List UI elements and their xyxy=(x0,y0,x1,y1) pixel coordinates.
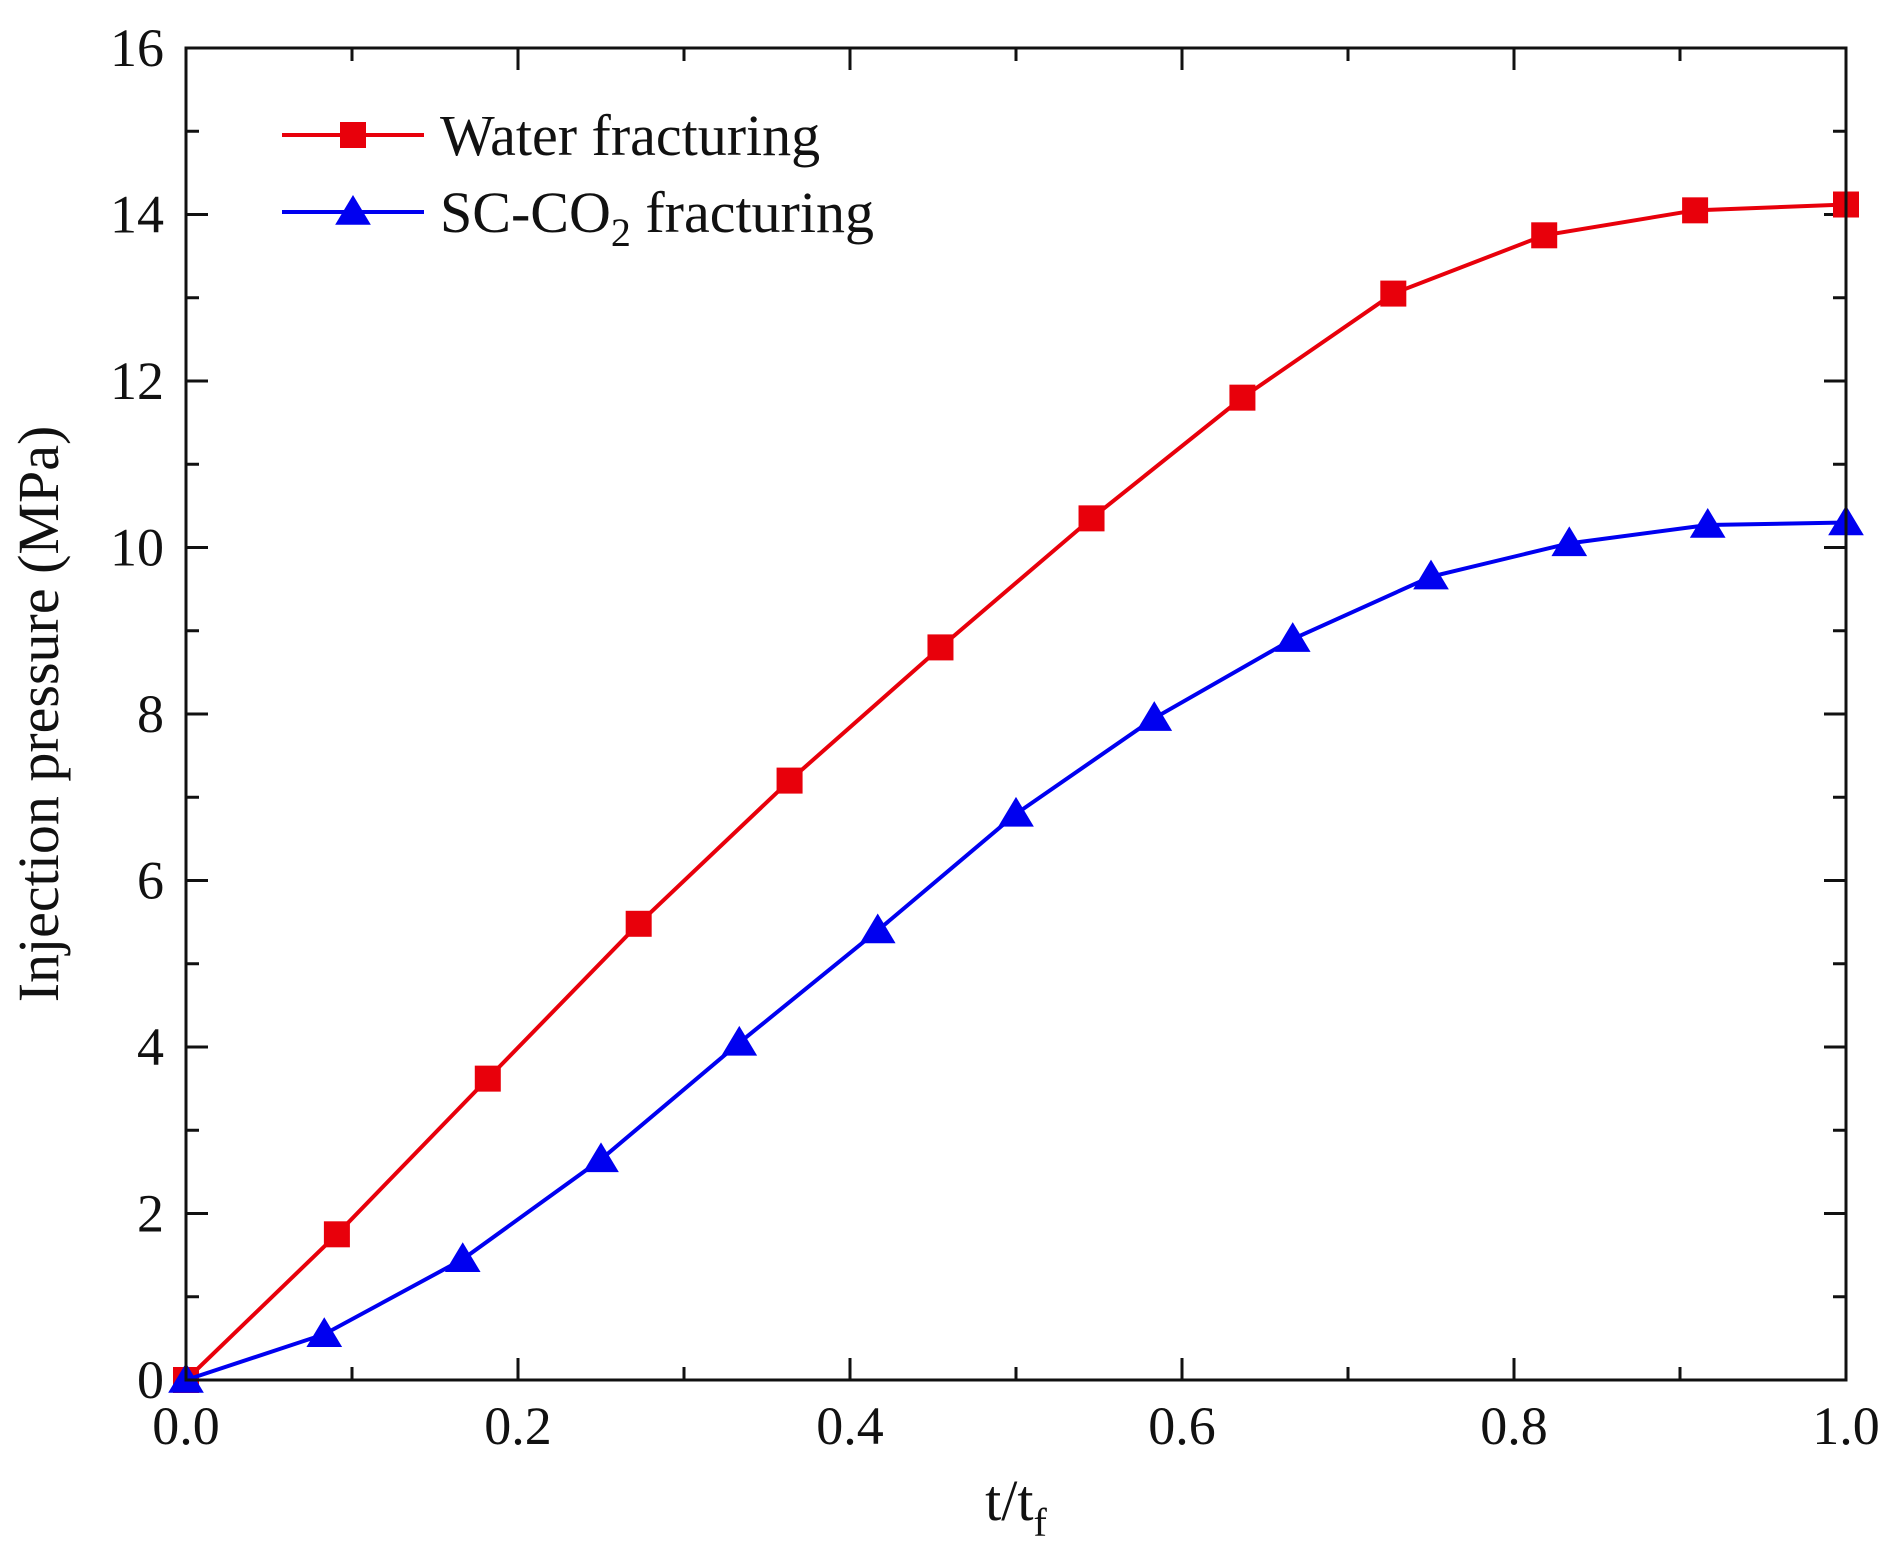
y-tick-label: 6 xyxy=(137,851,164,911)
legend-marker-scco2 xyxy=(335,195,371,225)
x-axis-title-main: t/t xyxy=(985,1468,1033,1533)
legend-label-scco2-tail: fracturing xyxy=(631,180,874,245)
y-tick-label: 16 xyxy=(110,18,164,78)
y-tick-label: 10 xyxy=(110,518,164,578)
x-tick-label: 0.6 xyxy=(1148,1396,1216,1456)
legend: Water fracturing SC-CO2 fracturing xyxy=(282,103,874,255)
data-point-triangle xyxy=(1274,622,1311,652)
data-point-square xyxy=(1078,505,1105,532)
data-point-square xyxy=(1682,197,1709,224)
data-point-square xyxy=(776,767,803,794)
legend-label-water: Water fracturing xyxy=(440,103,820,168)
y-tick-label: 14 xyxy=(110,185,164,245)
tick-labels: 0.0 0.2 0.4 0.6 0.8 1.0 0 2 4 6 8 10 12 14 16 xyxy=(110,18,1880,1456)
series-water xyxy=(173,191,1859,1393)
series-line xyxy=(184,202,1847,1382)
data-point-square xyxy=(1531,222,1558,249)
x-tick-label: 1.0 xyxy=(1812,1396,1880,1456)
series-line xyxy=(185,520,1847,1382)
y-tick-label: 12 xyxy=(110,351,164,411)
data-point-square xyxy=(1229,384,1256,411)
legend-label-scco2-subscript: 2 xyxy=(611,210,631,255)
x-tick-label: 0.2 xyxy=(484,1396,552,1456)
legend-marker-water xyxy=(340,122,366,148)
y-tick-label: 0 xyxy=(137,1350,164,1410)
data-point-triangle xyxy=(306,1317,343,1347)
data-point-square xyxy=(323,1221,350,1248)
plot-frame xyxy=(184,46,1848,1382)
y-axis-title: Injection pressure (MPa) xyxy=(6,426,71,1003)
x-tick-label: 0.4 xyxy=(816,1396,884,1456)
tick-marks xyxy=(184,46,1848,1382)
y-tick-label: 4 xyxy=(137,1017,164,1077)
y-tick-label: 8 xyxy=(137,684,164,744)
y-tick-label: 2 xyxy=(137,1184,164,1244)
series-scco2 xyxy=(168,505,1864,1393)
data-point-triangle xyxy=(998,796,1034,827)
data-point-triangle xyxy=(583,1142,619,1173)
data-point-triangle xyxy=(721,1025,758,1056)
x-tick-label: 0.8 xyxy=(1480,1396,1548,1456)
data-point-square xyxy=(1380,280,1407,307)
data-point-triangle xyxy=(1689,508,1726,538)
data-point-triangle xyxy=(444,1242,481,1273)
x-axis-title: t/tf xyxy=(985,1468,1047,1545)
data-point-triangle xyxy=(1413,559,1449,590)
data-point-square xyxy=(474,1065,501,1092)
data-point-square xyxy=(927,634,954,661)
x-axis-title-subscript: f xyxy=(1034,1500,1048,1545)
data-point-triangle xyxy=(859,913,896,944)
legend-label-scco2-main: SC-CO xyxy=(440,180,611,245)
data-point-triangle xyxy=(1551,526,1588,557)
data-point-triangle xyxy=(1136,701,1173,731)
series-layer xyxy=(168,191,1864,1393)
legend-label-scco2: SC-CO2 fracturing xyxy=(440,180,874,255)
x-tick-label: 0.0 xyxy=(152,1396,220,1456)
data-point-square xyxy=(625,910,652,937)
